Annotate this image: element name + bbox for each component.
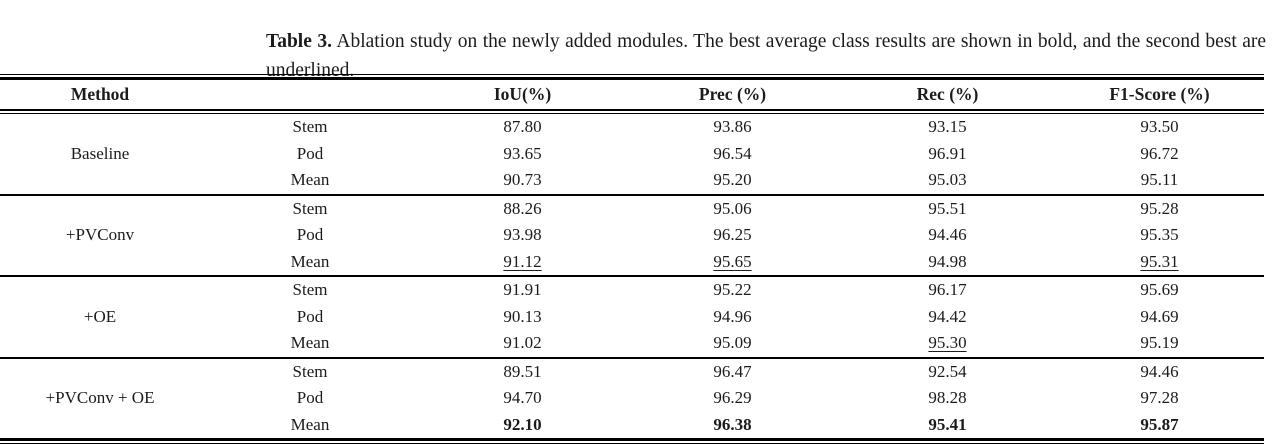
table-bottom-rule — [0, 438, 1264, 444]
f1-value: 94.69 — [1140, 306, 1179, 326]
f1-value: 93.50 — [1140, 117, 1179, 136]
rec-value: 95.30 — [928, 333, 967, 352]
f1-value: 95.28 — [1140, 198, 1179, 218]
class-label: Stem — [292, 117, 328, 136]
prec-value: 96.54 — [713, 143, 752, 163]
method-label: +OE — [83, 306, 117, 326]
rec-value: 92.54 — [928, 361, 967, 381]
class-label: Pod — [296, 306, 324, 326]
rec-value: 94.42 — [928, 306, 967, 326]
iou-value: 91.12 — [503, 251, 542, 271]
class-label: Stem — [292, 198, 328, 218]
header-prec: Prec (%) — [698, 84, 767, 104]
header-rec: Rec (%) — [916, 84, 979, 104]
group-separator-rule — [0, 356, 1264, 359]
rec-value: 95.41 — [928, 414, 967, 434]
class-label: Mean — [290, 170, 330, 189]
class-label: Stem — [292, 280, 328, 299]
iou-value: 88.26 — [503, 198, 542, 218]
rec-value: 96.17 — [928, 280, 967, 299]
rec-value: 93.15 — [928, 117, 967, 136]
f1-value: 95.19 — [1140, 333, 1179, 352]
prec-value: 96.38 — [713, 414, 752, 434]
prec-value: 95.65 — [713, 251, 752, 271]
table-caption: Table 3. Ablation study on the newly add… — [266, 27, 1266, 85]
iou-value: 90.13 — [503, 306, 542, 326]
iou-value: 91.91 — [503, 280, 542, 299]
class-label: Pod — [296, 225, 324, 244]
iou-value: 93.98 — [503, 225, 542, 244]
class-label: Mean — [290, 414, 330, 434]
header-iou: IoU(%) — [493, 84, 552, 104]
iou-value: 89.51 — [503, 361, 542, 381]
iou-value: 93.65 — [503, 143, 542, 163]
method-label: +PVConv + OE — [45, 388, 155, 407]
group-separator-rule — [0, 275, 1264, 277]
iou-value: 87.80 — [503, 117, 542, 136]
method-group-pvconv: +PVConv Stem 88.26 95.06 95.51 95.28 Pod… — [0, 196, 1264, 276]
class-label: Pod — [296, 143, 324, 163]
method-label: +PVConv — [65, 225, 135, 244]
prec-value: 93.86 — [713, 117, 752, 136]
table-caption-label: Table 3. — [266, 30, 332, 52]
rec-value: 94.98 — [928, 251, 967, 271]
prec-value: 94.96 — [713, 306, 752, 326]
class-label: Pod — [296, 388, 324, 407]
rec-value: 98.28 — [928, 388, 967, 407]
rec-value: 94.46 — [928, 225, 967, 244]
header-bottom-rule — [0, 109, 1264, 114]
f1-value: 97.28 — [1140, 388, 1179, 407]
method-label: Baseline — [70, 143, 130, 163]
header-method: Method — [70, 84, 130, 104]
prec-value: 95.09 — [713, 333, 752, 352]
header-f1score: F1-Score (%) — [1109, 84, 1210, 104]
table-header-row: Method IoU(%) Prec (%) Rec (%) F1-Score … — [0, 80, 1264, 109]
prec-value: 95.20 — [713, 170, 752, 189]
iou-value: 90.73 — [503, 170, 542, 189]
f1-value: 96.72 — [1140, 143, 1179, 163]
class-label: Mean — [290, 333, 330, 352]
rec-value: 95.03 — [928, 170, 967, 189]
iou-value: 91.02 — [503, 333, 542, 352]
table-caption-text: Ablation study on the newly added module… — [266, 30, 1266, 81]
prec-value: 95.22 — [713, 280, 752, 299]
f1-value: 95.87 — [1140, 414, 1179, 434]
rec-value: 96.91 — [928, 143, 967, 163]
f1-value: 95.31 — [1140, 251, 1179, 271]
table-top-rule — [0, 74, 1264, 80]
prec-value: 96.47 — [713, 361, 752, 381]
f1-value: 95.69 — [1140, 280, 1179, 299]
group-separator-rule — [0, 193, 1264, 196]
method-group-oe: +OE Stem 91.91 95.22 96.17 95.69 Pod 90.… — [0, 277, 1264, 357]
prec-value: 96.29 — [713, 388, 752, 407]
rec-value: 95.51 — [928, 198, 967, 218]
iou-value: 94.70 — [503, 388, 542, 407]
header-class — [200, 80, 420, 109]
f1-value: 95.11 — [1140, 170, 1179, 189]
class-label: Stem — [292, 361, 328, 381]
class-label: Mean — [290, 251, 330, 271]
prec-value: 96.25 — [713, 225, 752, 244]
method-group-pvconv-oe: +PVConv + OE Stem 89.51 96.47 92.54 94.4… — [0, 359, 1264, 439]
prec-value: 95.06 — [713, 198, 752, 218]
iou-value: 92.10 — [503, 414, 542, 434]
f1-value: 94.46 — [1140, 361, 1179, 381]
method-group-baseline: Baseline Stem 87.80 93.86 93.15 93.50 Po… — [0, 114, 1264, 194]
ablation-table: Method IoU(%) Prec (%) Rec (%) F1-Score … — [0, 74, 1264, 444]
f1-value: 95.35 — [1140, 225, 1179, 244]
